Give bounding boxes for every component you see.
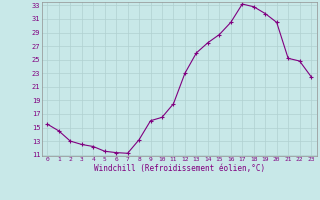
- X-axis label: Windchill (Refroidissement éolien,°C): Windchill (Refroidissement éolien,°C): [94, 164, 265, 173]
